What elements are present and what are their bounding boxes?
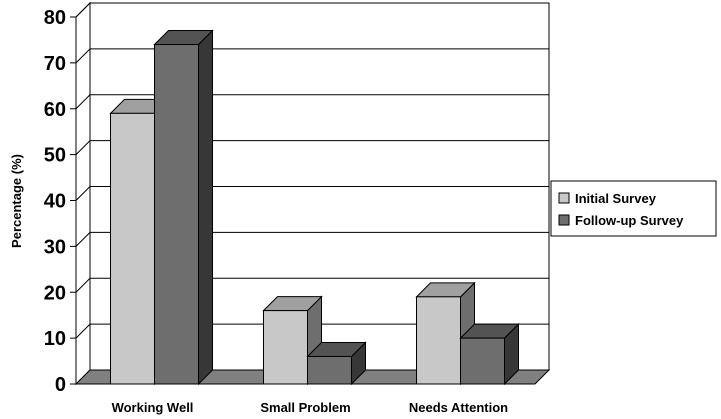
y-tick-label: 80 xyxy=(44,7,66,29)
gridline xyxy=(75,94,549,110)
legend-label: Initial Survey xyxy=(575,191,657,206)
bars xyxy=(109,29,520,386)
bar xyxy=(306,341,367,386)
y-tick-label: 0 xyxy=(55,374,66,396)
y-tick-label: 30 xyxy=(44,236,66,258)
bar xyxy=(153,29,214,386)
y-tick-label: 60 xyxy=(44,99,66,121)
gridline xyxy=(75,140,549,155)
legend-box xyxy=(550,180,717,237)
bar-front xyxy=(263,310,308,385)
gridline xyxy=(75,48,549,64)
x-tick-labels: Working Well Small Problem Needs Attention xyxy=(112,400,509,415)
x-tick-label: Needs Attention xyxy=(409,400,508,415)
bar-front xyxy=(154,44,199,385)
bar-front xyxy=(110,112,155,385)
bar-side xyxy=(198,29,213,386)
bar-front xyxy=(416,296,461,385)
legend: Initial Survey Follow-up Survey xyxy=(550,180,717,237)
bar-front xyxy=(460,337,505,385)
gridline xyxy=(75,323,549,339)
legend-swatch xyxy=(558,214,570,226)
y-axis-label: Percentage (%) xyxy=(9,154,24,248)
y-tick-label: 10 xyxy=(44,328,66,350)
x-tick-label: Working Well xyxy=(112,400,194,415)
y-tick-label: 20 xyxy=(44,282,66,304)
x-tick-label: Small Problem xyxy=(260,400,350,415)
gridlines xyxy=(70,2,549,385)
bar xyxy=(459,322,520,386)
gridline xyxy=(75,277,549,293)
gridline xyxy=(75,2,549,18)
legend-label: Follow-up Survey xyxy=(575,213,684,228)
bar-front xyxy=(307,355,352,385)
legend-swatch xyxy=(558,192,570,204)
gridline xyxy=(75,231,549,247)
y-tick-label: 40 xyxy=(44,191,66,213)
y-tick-label: 70 xyxy=(44,53,66,75)
y-tick-label: 50 xyxy=(44,145,66,167)
y-tick-labels: 0 10 20 30 40 50 60 70 80 xyxy=(44,7,66,396)
gridline xyxy=(75,186,549,201)
